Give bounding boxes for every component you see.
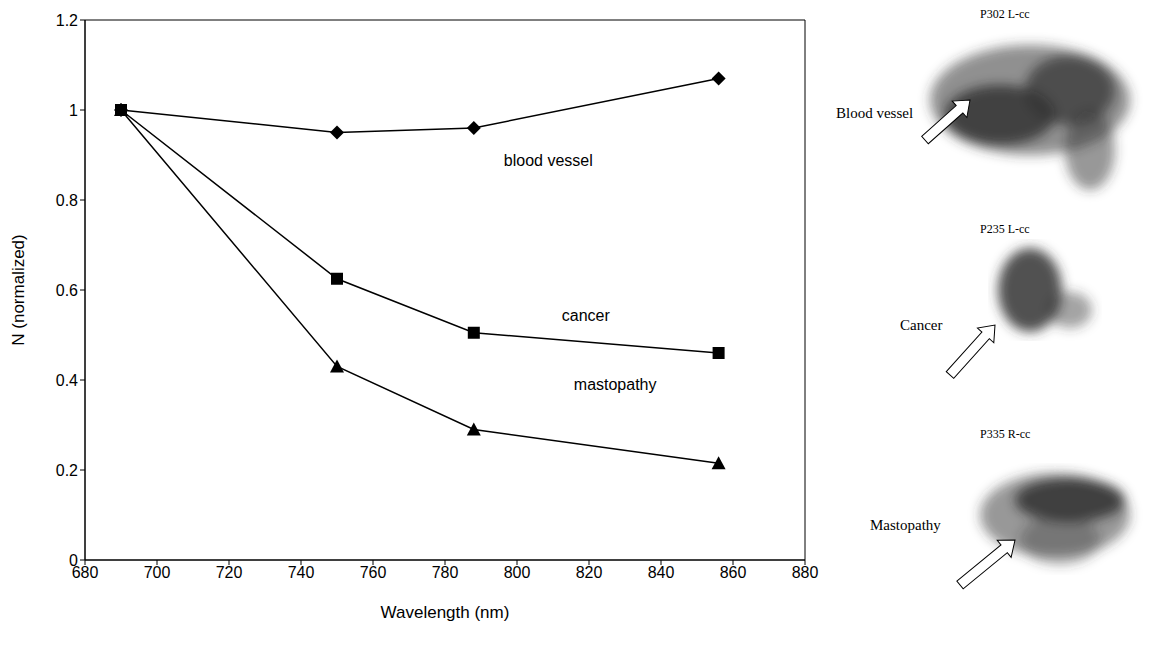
svg-text:cancer: cancer [562,307,611,324]
svg-text:Blood vessel: Blood vessel [836,105,913,121]
svg-text:1: 1 [69,102,78,119]
svg-text:780: 780 [432,564,459,581]
svg-text:P302 L-cc: P302 L-cc [980,7,1030,21]
svg-text:880: 880 [792,564,819,581]
svg-text:860: 860 [720,564,747,581]
svg-text:1.2: 1.2 [56,12,78,29]
svg-text:Mastopathy: Mastopathy [870,517,941,533]
svg-text:P235 L-cc: P235 L-cc [980,222,1030,236]
svg-text:800: 800 [504,564,531,581]
svg-text:0.6: 0.6 [56,282,78,299]
svg-text:760: 760 [360,564,387,581]
svg-text:0.8: 0.8 [56,192,78,209]
svg-text:840: 840 [648,564,675,581]
svg-text:Cancer: Cancer [900,317,942,333]
svg-text:820: 820 [576,564,603,581]
svg-text:N (normalized): N (normalized) [9,234,28,345]
svg-text:Wavelength (nm): Wavelength (nm) [381,603,510,622]
svg-text:0.2: 0.2 [56,462,78,479]
svg-text:700: 700 [144,564,171,581]
svg-text:740: 740 [288,564,315,581]
svg-text:0: 0 [69,552,78,569]
svg-text:720: 720 [216,564,243,581]
svg-text:blood vessel: blood vessel [504,152,593,169]
svg-text:680: 680 [71,564,99,582]
svg-text:P335 R-cc: P335 R-cc [980,427,1030,441]
svg-text:mastopathy: mastopathy [574,376,657,393]
svg-text:0.4: 0.4 [56,372,78,389]
